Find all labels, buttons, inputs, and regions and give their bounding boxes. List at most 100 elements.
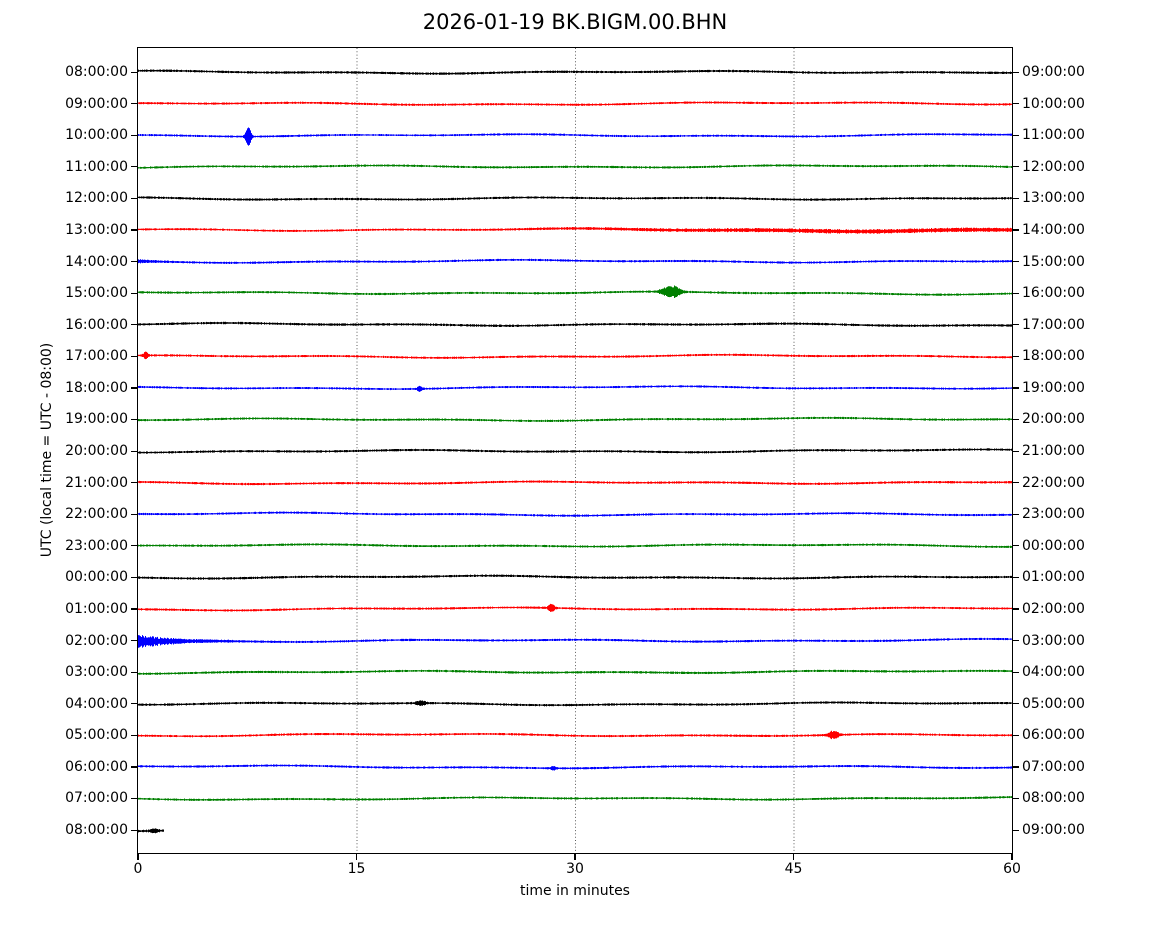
left-tick	[131, 545, 138, 547]
right-time-label: 05:00:00	[1022, 695, 1085, 712]
left-time-label: 04:00:00	[65, 695, 128, 712]
right-tick	[1012, 103, 1019, 105]
left-time-label: 23:00:00	[65, 537, 128, 554]
left-tick	[131, 103, 138, 105]
right-time-label: 08:00:00	[1022, 790, 1085, 807]
left-time-label: 08:00:00	[65, 822, 128, 838]
right-tick	[1012, 608, 1019, 610]
left-time-label: 14:00:00	[65, 253, 128, 270]
right-time-label: 22:00:00	[1022, 474, 1085, 491]
left-tick	[131, 355, 138, 357]
right-time-label: 04:00:00	[1022, 664, 1085, 681]
left-tick	[131, 324, 138, 326]
right-tick	[1012, 71, 1019, 73]
waveform-canvas	[138, 48, 1012, 853]
x-tick	[355, 853, 358, 860]
x-tick	[792, 853, 795, 860]
chart-title: 2026-01-19 BK.BIGM.00.BHN	[422, 10, 728, 34]
x-tick	[1011, 853, 1013, 860]
right-tick	[1012, 450, 1019, 452]
left-tick	[131, 261, 138, 263]
left-tick	[131, 71, 138, 73]
left-tick	[131, 387, 138, 389]
x-axis-label: time in minutes	[520, 883, 630, 899]
left-tick	[131, 703, 138, 705]
left-tick	[131, 166, 138, 168]
right-time-label: 10:00:00	[1022, 95, 1085, 112]
right-time-label: 14:00:00	[1022, 221, 1085, 238]
x-tick-label: 45	[784, 861, 803, 877]
right-time-label: 02:00:00	[1022, 600, 1085, 617]
left-time-label: 00:00:00	[65, 569, 128, 586]
right-tick	[1012, 797, 1019, 800]
left-tick	[131, 482, 138, 484]
left-tick	[131, 734, 138, 736]
right-time-label: 09:00:00	[1022, 64, 1085, 80]
left-tick	[131, 576, 138, 579]
right-time-label: 16:00:00	[1022, 285, 1085, 302]
left-time-label: 15:00:00	[65, 285, 128, 302]
right-time-label: 12:00:00	[1022, 158, 1085, 175]
x-tick-label: 60	[1003, 861, 1021, 877]
left-time-label: 09:00:00	[65, 95, 128, 112]
left-time-label: 20:00:00	[65, 443, 128, 459]
left-tick	[131, 608, 138, 610]
left-time-label: 10:00:00	[65, 127, 128, 144]
right-time-label: 13:00:00	[1022, 190, 1085, 207]
left-tick	[131, 797, 138, 800]
left-time-label: 18:00:00	[65, 379, 128, 396]
right-tick	[1012, 640, 1019, 642]
left-time-label: 17:00:00	[65, 348, 128, 365]
x-tick-label: 15	[347, 861, 366, 877]
left-time-label: 13:00:00	[65, 221, 128, 238]
left-tick	[131, 134, 138, 136]
left-time-label: 08:00:00	[65, 64, 128, 80]
right-tick	[1012, 418, 1019, 421]
left-time-label: 06:00:00	[65, 758, 128, 775]
right-time-label: 11:00:00	[1022, 127, 1085, 144]
left-tick	[131, 829, 138, 831]
right-time-label: 20:00:00	[1022, 411, 1085, 428]
x-tick	[574, 853, 576, 860]
left-tick	[131, 418, 138, 421]
right-tick	[1012, 261, 1019, 263]
left-time-label: 12:00:00	[65, 190, 128, 207]
right-tick	[1012, 482, 1019, 484]
right-time-label: 17:00:00	[1022, 316, 1085, 333]
right-tick	[1012, 671, 1019, 673]
right-tick	[1012, 703, 1019, 705]
right-time-label: 15:00:00	[1022, 253, 1085, 270]
left-time-label: 22:00:00	[65, 506, 128, 523]
right-time-label: 00:00:00	[1022, 537, 1085, 554]
right-tick	[1012, 292, 1019, 294]
right-tick	[1012, 324, 1019, 326]
x-tick-label: 30	[566, 861, 584, 877]
right-time-label: 18:00:00	[1022, 348, 1085, 365]
right-time-label: 06:00:00	[1022, 727, 1085, 744]
right-tick	[1012, 829, 1019, 831]
right-tick	[1012, 166, 1019, 168]
left-time-label: 05:00:00	[65, 727, 128, 744]
left-tick	[131, 766, 138, 768]
right-time-label: 21:00:00	[1022, 443, 1085, 459]
right-tick	[1012, 134, 1019, 136]
right-tick	[1012, 513, 1019, 515]
left-time-label: 21:00:00	[65, 474, 128, 491]
left-time-label: 19:00:00	[65, 411, 128, 428]
left-time-label: 02:00:00	[65, 632, 128, 649]
left-tick	[131, 671, 138, 673]
left-tick	[131, 513, 138, 515]
right-time-label: 19:00:00	[1022, 379, 1085, 396]
left-tick	[131, 229, 138, 231]
left-tick	[131, 197, 138, 200]
left-time-label: 01:00:00	[65, 600, 128, 617]
left-time-label: 03:00:00	[65, 664, 128, 681]
x-tick-label: 0	[133, 861, 143, 877]
right-time-label: 09:00:00	[1022, 822, 1085, 838]
left-time-label: 07:00:00	[65, 790, 128, 807]
x-tick	[137, 853, 139, 860]
right-time-label: 07:00:00	[1022, 758, 1085, 775]
right-time-label: 01:00:00	[1022, 569, 1085, 586]
left-time-label: 11:00:00	[65, 158, 128, 175]
